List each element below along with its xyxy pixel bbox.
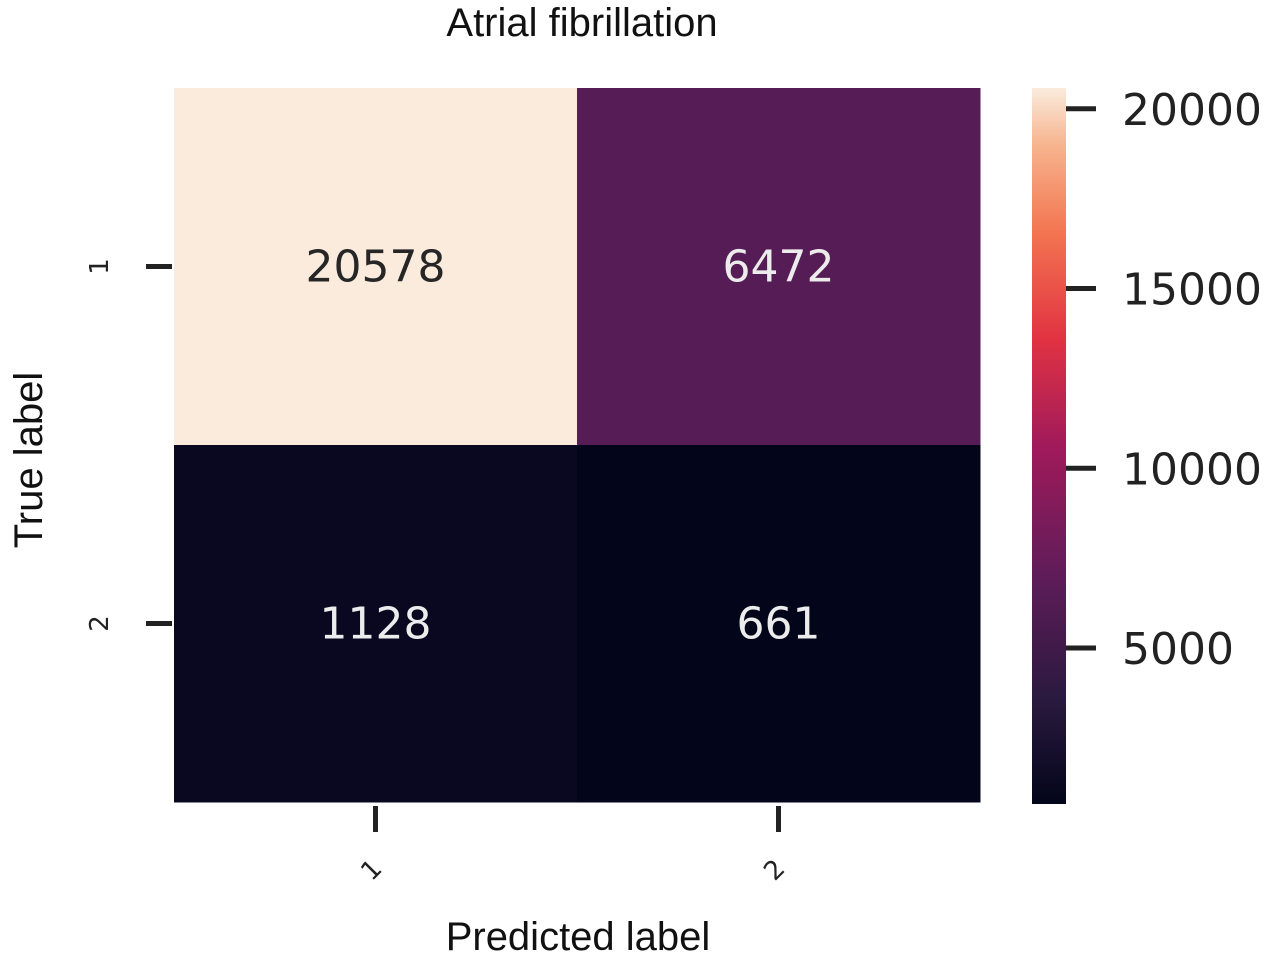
colorbar-tick-label: 10000 — [1122, 444, 1262, 495]
heatmap-cell — [174, 445, 578, 803]
colorbar-tick-label: 5000 — [1122, 624, 1234, 675]
heatmap-cell — [577, 88, 981, 446]
colorbar — [1032, 88, 1066, 804]
y-axis-ticks: 12 — [85, 258, 172, 632]
y-axis-label: True label — [7, 372, 51, 548]
cell-value-label: 1128 — [320, 599, 432, 650]
colorbar-tick-label: 15000 — [1122, 265, 1262, 316]
x-tick-label: 2 — [758, 854, 791, 887]
x-axis-label: Predicted label — [446, 915, 711, 959]
y-tick-label: 2 — [85, 615, 115, 632]
heatmap-cell — [174, 88, 578, 446]
heatmap-cells — [174, 88, 981, 803]
colorbar-tick-label: 20000 — [1122, 85, 1262, 136]
x-tick-label: 1 — [355, 854, 388, 887]
cell-value-label: 661 — [737, 599, 821, 650]
heatmap-cell — [577, 445, 981, 803]
heatmap-cell-labels: 20578 6472 1128 661 — [306, 242, 835, 650]
y-tick-label: 1 — [85, 258, 115, 275]
cell-value-label: 20578 — [306, 242, 446, 293]
colorbar-ticks: 5000 10000 15000 20000 — [1066, 85, 1262, 675]
chart-title: Atrial fibrillation — [446, 1, 717, 45]
cell-value-label: 6472 — [723, 242, 835, 293]
